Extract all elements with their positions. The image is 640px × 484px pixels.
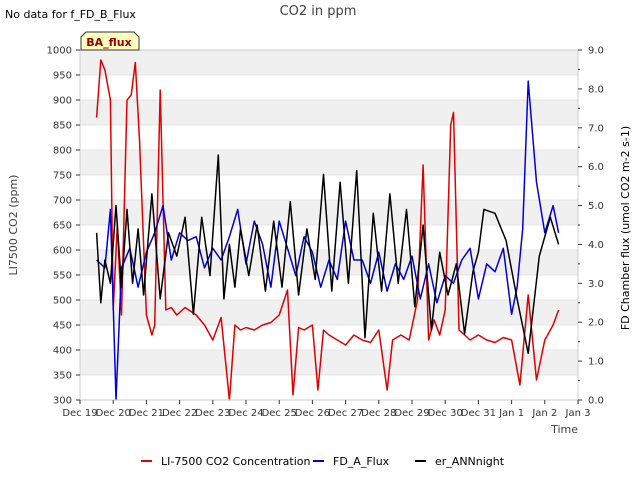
legend-entry: FD_A_Flux	[333, 455, 390, 468]
y-left-tick-label: 450	[53, 321, 72, 332]
legend: LI-7500 CO2 Concentration FD_A_Flux er_ANN…	[141, 455, 505, 468]
legend-entry: LI-7500 CO2 Concentration	[161, 455, 311, 468]
y-left-axis: 300 350 400 450 500 550 600 650 700 750 800 850 900 9…	[47, 46, 80, 407]
grid-band	[80, 150, 578, 175]
y-left-axis-label: LI7500 CO2 (ppm)	[7, 175, 20, 276]
series-line	[95, 59, 560, 401]
y-right-axis: 0.0 1.0 2.0 3.0 4.0 5.0 6.0 7.0 8.0 9.0	[578, 46, 604, 407]
y-right-tick-label: 7.0	[588, 123, 604, 134]
x-tick-label: Jan 2	[531, 408, 557, 419]
legend-entry: er_ANNnight	[435, 455, 505, 468]
x-tick-label: Dec 30	[428, 408, 463, 419]
ba-flux-badge: BA_flux	[80, 31, 140, 51]
y-left-tick-label: 400	[53, 346, 72, 357]
x-axis-label: Time	[550, 423, 578, 436]
grid-band	[80, 100, 578, 125]
y-left-tick-label: 650	[53, 221, 72, 232]
y-left-tick-label: 950	[53, 71, 72, 82]
y-right-tick-label: 1.0	[588, 357, 604, 368]
x-tick-label: Jan 1	[498, 408, 524, 419]
x-tick-label: Dec 19	[62, 408, 97, 419]
y-left-tick-label: 350	[53, 371, 72, 382]
y-right-tick-label: 2.0	[588, 318, 604, 329]
x-tick-label: Jan 3	[565, 408, 591, 419]
y-left-tick-label: 600	[53, 246, 72, 257]
grid-band	[80, 350, 578, 375]
y-left-tick-label: 800	[53, 146, 72, 157]
x-tick-label: Dec 28	[361, 408, 396, 419]
y-right-tick-label: 3.0	[588, 279, 604, 290]
y-left-tick-label: 1000	[47, 46, 72, 57]
y-right-tick-label: 6.0	[588, 162, 604, 173]
y-left-tick-label: 750	[53, 171, 72, 182]
y-right-tick-label: 5.0	[588, 201, 604, 212]
y-right-tick-label: 0.0	[588, 396, 604, 407]
x-tick-label: Dec 26	[295, 408, 330, 419]
y-left-tick-label: 500	[53, 296, 72, 307]
x-tick-label: Dec 31	[461, 408, 496, 419]
x-tick-label: Dec 20	[96, 408, 131, 419]
x-tick-label: Dec 21	[129, 408, 164, 419]
nodata-note: No data for f_FD_B_Flux	[5, 8, 136, 21]
x-tick-label: Dec 25	[262, 408, 297, 419]
chart-title: CO2 in ppm	[280, 4, 357, 19]
y-left-tick-label: 900	[53, 96, 72, 107]
y-right-axis-label: FD Chamber flux (umol CO2 m-2 s-1)	[619, 126, 632, 330]
badge-label: BA_flux	[86, 36, 131, 49]
y-right-tick-label: 9.0	[588, 46, 604, 57]
grid-band	[80, 50, 578, 75]
series-line	[95, 154, 560, 355]
x-tick-label: Dec 23	[195, 408, 230, 419]
series-layer	[95, 59, 560, 401]
grid-band	[80, 300, 578, 325]
y-left-tick-label: 300	[53, 396, 72, 407]
y-right-tick-label: 4.0	[588, 240, 604, 251]
x-tick-label: Dec 29	[394, 408, 429, 419]
y-left-tick-label: 700	[53, 196, 72, 207]
x-tick-label: Dec 24	[228, 408, 263, 419]
y-right-tick-label: 8.0	[588, 84, 604, 95]
x-tick-label: Dec 27	[328, 408, 363, 419]
x-tick-label: Dec 22	[162, 408, 197, 419]
badge-shape	[80, 31, 140, 51]
y-left-tick-label: 850	[53, 121, 72, 132]
y-left-tick-label: 550	[53, 271, 72, 282]
